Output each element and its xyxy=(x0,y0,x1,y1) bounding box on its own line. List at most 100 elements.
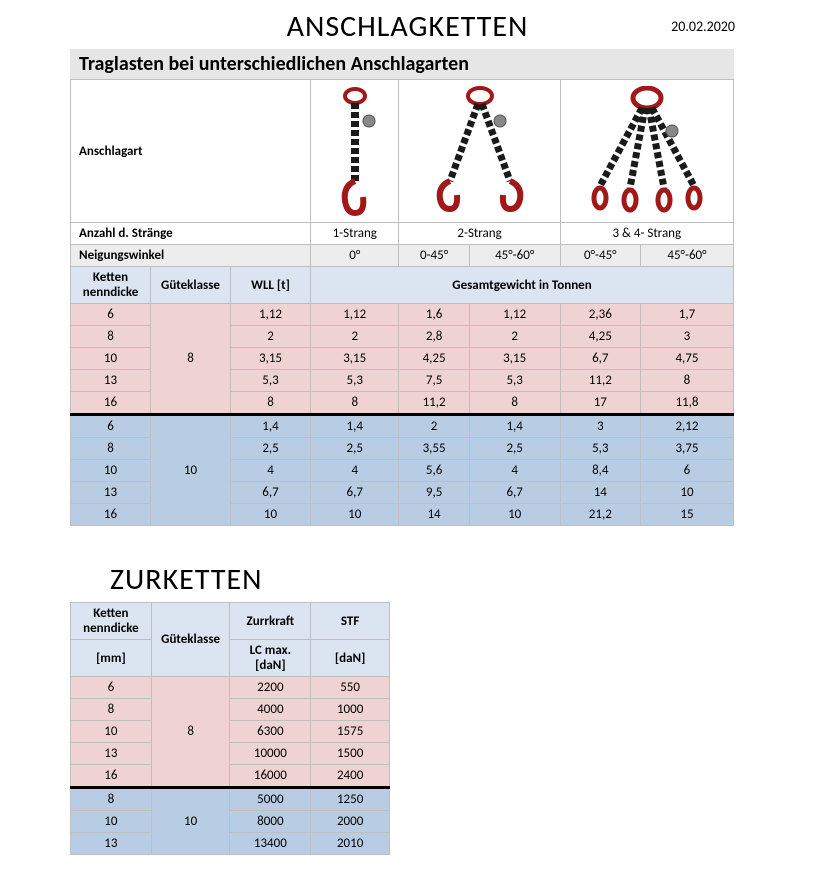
ketten-cell: 8 xyxy=(71,699,152,721)
guete-cell: 8 xyxy=(151,304,231,415)
ketten-cell: 10 xyxy=(71,721,152,743)
guete-cell: 10 xyxy=(151,788,230,855)
value-cell: 5,3 xyxy=(311,370,399,392)
gesamt-header: Gesamtgewicht in Tonnen xyxy=(311,267,734,304)
lc-cell: 4000 xyxy=(230,699,311,721)
value-cell: 6 xyxy=(640,460,733,482)
zur-header-row1: Ketten nenndicke Güteklasse Zurrkraft ST… xyxy=(71,603,390,640)
stf-cell: 2010 xyxy=(311,833,390,855)
stf-cell: 550 xyxy=(311,677,390,699)
ketten-cell: 10 xyxy=(71,460,151,482)
value-cell: 21,2 xyxy=(560,504,640,526)
value-cell: 3,15 xyxy=(311,348,399,370)
table1-container: Traglasten bei unterschiedlichen Anschla… xyxy=(70,49,734,526)
zurketten-title: ZURKETTEN xyxy=(110,561,390,598)
stf-cell: 1000 xyxy=(311,699,390,721)
angle-cell: 0°-45° xyxy=(560,245,640,267)
ketten-cell: 16 xyxy=(71,765,152,788)
lc-cell: 8000 xyxy=(230,811,311,833)
lc-cell: 5000 xyxy=(230,788,311,811)
value-cell: 1,6 xyxy=(399,304,469,326)
value-cell: 2 xyxy=(311,326,399,348)
ketten-header: Ketten nenndicke xyxy=(71,267,151,304)
lc-cell: 2200 xyxy=(230,677,311,699)
value-cell: 1,12 xyxy=(469,304,560,326)
value-cell: 3,75 xyxy=(640,438,733,460)
table-row: 16160002400 xyxy=(71,765,390,788)
chain-2strand-icon xyxy=(399,80,560,223)
guete-cell: 10 xyxy=(151,415,231,526)
value-cell: 4,25 xyxy=(560,326,640,348)
value-cell: 3 xyxy=(560,415,640,438)
ketten-cell: 6 xyxy=(71,677,152,699)
zur-mm-header: [mm] xyxy=(71,640,152,677)
value-cell: 2 xyxy=(399,415,469,438)
value-cell: 8 xyxy=(469,392,560,415)
wll-cell: 3,15 xyxy=(231,348,311,370)
wll-cell: 8 xyxy=(231,392,311,415)
table-row: 6101,41,421,432,12 xyxy=(71,415,734,438)
stf-cell: 2000 xyxy=(311,811,390,833)
angle-cell: 0° xyxy=(311,245,399,267)
ketten-cell: 16 xyxy=(71,504,151,526)
wll-header: WLL [t] xyxy=(231,267,311,304)
value-cell: 4,25 xyxy=(399,348,469,370)
table-row: 682200550 xyxy=(71,677,390,699)
value-cell: 3 xyxy=(640,326,733,348)
value-cell: 8 xyxy=(640,370,733,392)
value-cell: 1,4 xyxy=(311,415,399,438)
strand-34: 3 & 4- Strang xyxy=(560,223,733,245)
value-cell: 10 xyxy=(311,504,399,526)
stf-cell: 1500 xyxy=(311,743,390,765)
value-cell: 11,2 xyxy=(560,370,640,392)
value-cell: 1,12 xyxy=(311,304,399,326)
wll-cell: 10 xyxy=(231,504,311,526)
wll-cell: 1,4 xyxy=(231,415,311,438)
wll-cell: 2 xyxy=(231,326,311,348)
ketten-cell: 6 xyxy=(71,415,151,438)
ketten-cell: 13 xyxy=(71,482,151,504)
guete-header: Güteklasse xyxy=(151,267,231,304)
zur-stf-header: STF xyxy=(311,603,390,640)
value-cell: 1,4 xyxy=(469,415,560,438)
table-row: 13134002010 xyxy=(71,833,390,855)
load-table: Anschlagart xyxy=(70,79,734,526)
zurketten-container: ZURKETTEN Ketten nenndicke Güteklasse Zu… xyxy=(70,561,390,855)
ketten-cell: 8 xyxy=(71,326,151,348)
value-cell: 14 xyxy=(560,482,640,504)
stf-cell: 1250 xyxy=(311,788,390,811)
main-title: ANSCHLAGKETTEN xyxy=(287,8,529,45)
chain-1strand-icon xyxy=(311,80,399,223)
angle-cell: 45°-60° xyxy=(640,245,733,267)
value-cell: 6,7 xyxy=(560,348,640,370)
column-header-row: Ketten nenndicke Güteklasse WLL [t] Gesa… xyxy=(71,267,734,304)
zur-lc-header: LC max. [daN] xyxy=(230,640,311,677)
value-cell: 3,15 xyxy=(469,348,560,370)
value-cell: 5,3 xyxy=(469,370,560,392)
lc-cell: 16000 xyxy=(230,765,311,788)
value-cell: 2,5 xyxy=(469,438,560,460)
guete-cell: 8 xyxy=(151,677,230,788)
ketten-cell: 8 xyxy=(71,438,151,460)
value-cell: 11,2 xyxy=(399,392,469,415)
wll-cell: 2,5 xyxy=(231,438,311,460)
ketten-cell: 13 xyxy=(71,743,152,765)
wll-cell: 4 xyxy=(231,460,311,482)
value-cell: 4,75 xyxy=(640,348,733,370)
strand-2: 2-Strang xyxy=(399,223,560,245)
strand-row: Anzahl d. Stränge 1-Strang 2-Strang 3 & … xyxy=(71,223,734,245)
lc-cell: 13400 xyxy=(230,833,311,855)
value-cell: 11,8 xyxy=(640,392,733,415)
value-cell: 14 xyxy=(399,504,469,526)
title-row: ANSCHLAGKETTEN 20.02.2020 xyxy=(0,0,815,49)
wll-cell: 6,7 xyxy=(231,482,311,504)
zur-zurr-header: Zurrkraft xyxy=(230,603,311,640)
angle-row: Neigungswinkel 0° 0-45° 45°-60° 0°-45° 4… xyxy=(71,245,734,267)
table-row: 81050001250 xyxy=(71,788,390,811)
zur-header-row2: [mm] LC max. [daN] [daN] xyxy=(71,640,390,677)
value-cell: 10 xyxy=(640,482,733,504)
zur-dan-header: [daN] xyxy=(311,640,390,677)
value-cell: 9,5 xyxy=(399,482,469,504)
value-cell: 8,4 xyxy=(560,460,640,482)
value-cell: 15 xyxy=(640,504,733,526)
